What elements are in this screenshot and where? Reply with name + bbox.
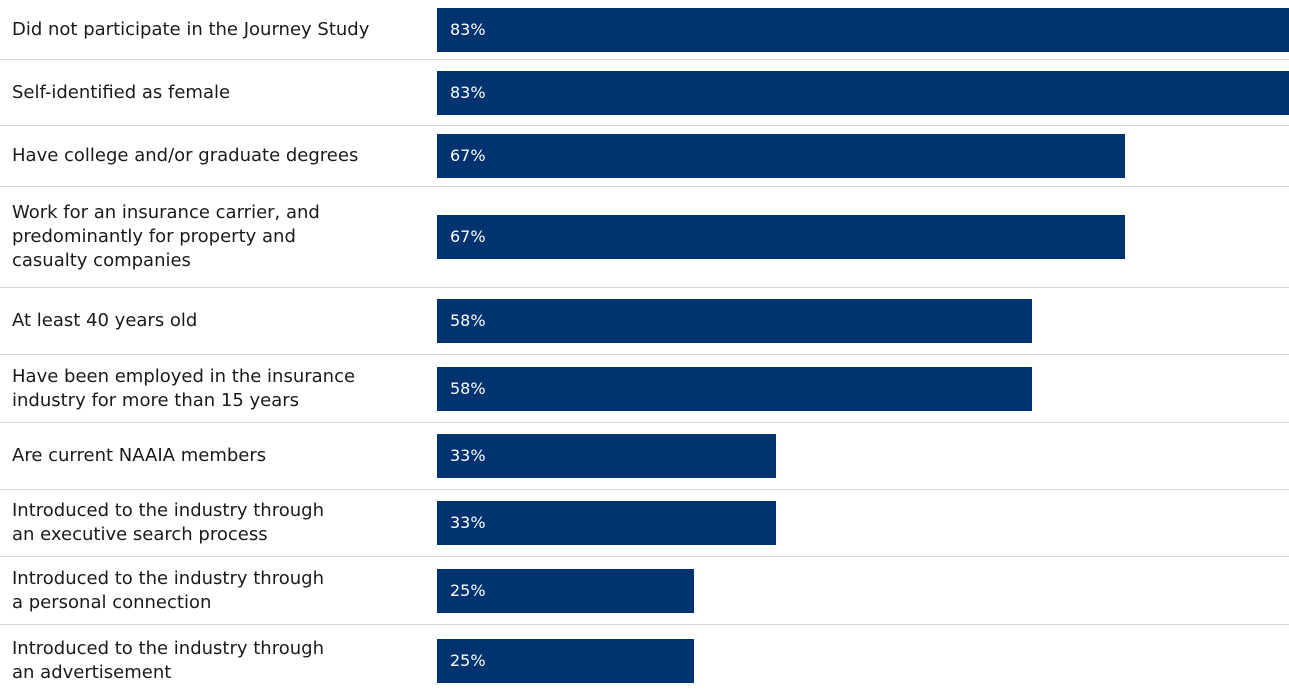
chart-row: At least 40 years old 58% [0, 288, 1289, 354]
chart-row: Introduced to the industry through an ex… [0, 490, 1289, 556]
chart-row: Are current NAAIA members 33% [0, 423, 1289, 489]
category-label: Introduced to the industry through an ex… [12, 500, 324, 545]
row-separator [0, 59, 1289, 60]
category-label: Work for an insurance carrier, and predo… [12, 202, 320, 271]
bar: 58% [437, 299, 1032, 343]
bar-value-label: 83% [450, 83, 486, 102]
chart-row: Work for an insurance carrier, and predo… [0, 187, 1289, 287]
bar: 83% [437, 8, 1289, 52]
row-separator [0, 422, 1289, 423]
category-label: Introduced to the industry through a per… [12, 568, 324, 613]
chart-row: Self-identified as female 83% [0, 60, 1289, 125]
bar: 25% [437, 569, 694, 613]
chart-row: Did not participate in the Journey Study… [0, 0, 1289, 59]
category-label: Introduced to the industry through an ad… [12, 638, 324, 683]
chart-row: Have been employed in the insurance indu… [0, 355, 1289, 422]
category-label: Are current NAAIA members [12, 445, 267, 466]
bar-value-label: 58% [450, 379, 486, 398]
row-separator [0, 186, 1289, 187]
bar-value-label: 67% [450, 227, 486, 246]
bar-value-label: 33% [450, 513, 486, 532]
row-separator [0, 287, 1289, 288]
chart-row: Introduced to the industry through a per… [0, 557, 1289, 624]
bar: 33% [437, 434, 776, 478]
bar-value-label: 58% [450, 311, 486, 330]
category-label: Have been employed in the insurance indu… [12, 366, 356, 411]
bar-value-label: 83% [450, 20, 486, 39]
chart-row: Introduced to the industry through an ad… [0, 625, 1289, 696]
bar: 67% [437, 134, 1125, 178]
bar: 83% [437, 71, 1289, 115]
category-label: Have college and/or graduate degrees [12, 145, 359, 166]
row-separator [0, 556, 1289, 557]
row-separator [0, 624, 1289, 625]
row-separator [0, 125, 1289, 126]
category-label: Self-identified as female [12, 82, 231, 103]
bar: 33% [437, 501, 776, 545]
chart-row: Have college and/or graduate degrees 67% [0, 126, 1289, 186]
row-separator [0, 354, 1289, 355]
bar-value-label: 25% [450, 581, 486, 600]
category-label: At least 40 years old [12, 310, 198, 331]
bar: 58% [437, 367, 1032, 411]
bar-value-label: 33% [450, 446, 486, 465]
bar-value-label: 67% [450, 146, 486, 165]
bar: 67% [437, 215, 1125, 259]
row-separator [0, 489, 1289, 490]
bar: 25% [437, 639, 694, 683]
category-label: Did not participate in the Journey Study [12, 19, 370, 40]
bar-value-label: 25% [450, 651, 486, 670]
